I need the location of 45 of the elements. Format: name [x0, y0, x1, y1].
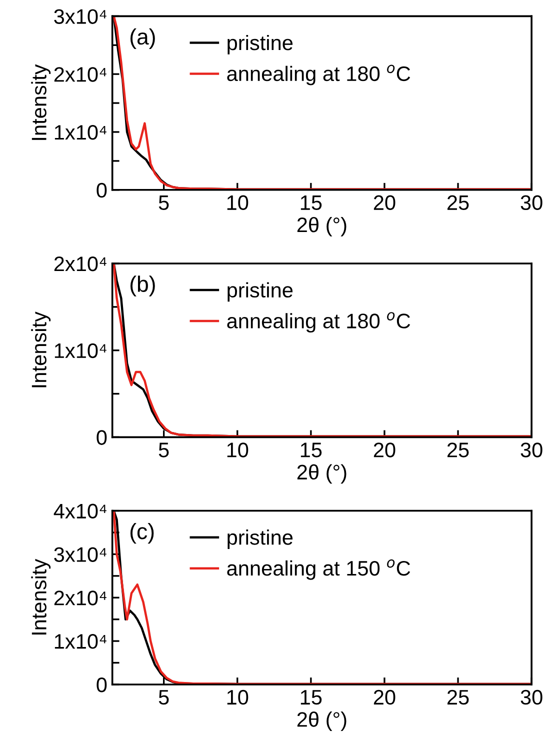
y-tick-label: 0 — [96, 430, 107, 445]
x-tick-label: 25 — [447, 442, 469, 458]
y-axis-title: Intensity — [31, 312, 51, 388]
x-axis-title: 2θ (°) — [297, 216, 346, 236]
x-tick-label: 20 — [374, 690, 396, 705]
y-tick-label: 2x10⁴ — [54, 67, 106, 82]
x-tick-label: 15 — [300, 442, 322, 458]
y-axis-title: Intensity — [31, 558, 51, 634]
y-tick-label: 1x10⁴ — [54, 634, 106, 649]
x-tick-label: 15 — [300, 196, 322, 210]
y-tick-label: 4x10⁴ — [54, 504, 106, 519]
x-tick-label: 5 — [158, 690, 169, 705]
x-axis-title: 2θ (°) — [297, 712, 346, 731]
y-tick-label: 2x10⁴ — [54, 256, 106, 272]
x-axis-title: 2θ (°) — [297, 464, 346, 484]
y-tick-label: 0 — [96, 182, 107, 198]
x-tick-label: 10 — [227, 195, 248, 210]
x-tick-label: 5 — [158, 442, 169, 458]
x-tick-label: 20 — [374, 195, 396, 210]
x-tick-label: 25 — [447, 195, 469, 210]
legend-label: annealing at 180 $^{o}$C — [227, 312, 410, 333]
x-tick-label: 20 — [374, 442, 396, 458]
x-tick-label: 10 — [227, 690, 248, 705]
legend-label: annealing at 150 $^{o}$C — [227, 559, 410, 580]
legend-label: pristine — [228, 530, 293, 549]
annotation: (c) — [130, 522, 154, 544]
x-tick-label: 25 — [447, 690, 469, 705]
x-tick-label: 15 — [300, 690, 322, 705]
y-tick-label: 3x10⁴ — [54, 9, 106, 24]
x-tick-label: 10 — [227, 442, 248, 458]
legend-label: annealing at 180 $^{o}$C — [227, 64, 410, 86]
y-tick-label: 3x10⁴ — [54, 547, 106, 562]
y-tick-label: 0 — [96, 677, 107, 692]
x-tick-label: 30 — [520, 690, 542, 705]
annotation: (a) — [130, 28, 155, 50]
y-axis-title: Intensity — [31, 64, 51, 140]
y-tick-label: 1x10⁴ — [54, 124, 106, 140]
y-tick-label: 2x10⁴ — [54, 590, 106, 606]
x-tick-label: 30 — [520, 442, 542, 458]
x-tick-label: 30 — [520, 195, 542, 210]
annotation: (b) — [130, 276, 155, 296]
y-tick-label: 1x10⁴ — [54, 343, 106, 358]
legend-label: pristine — [228, 282, 293, 302]
legend-label: pristine — [228, 34, 293, 54]
x-tick-label: 5 — [158, 196, 169, 210]
